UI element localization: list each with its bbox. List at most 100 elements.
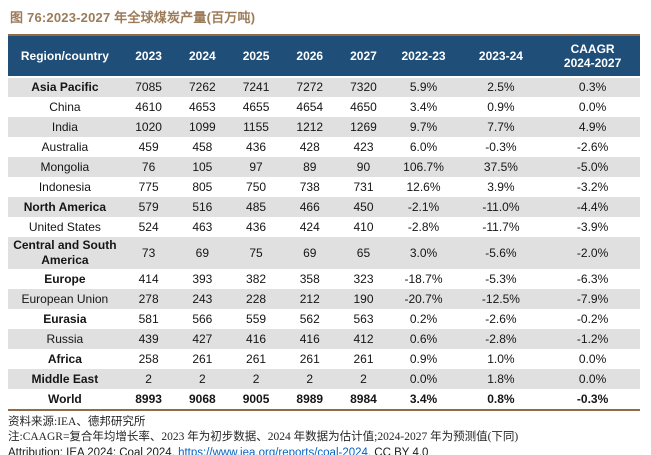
table-row: Central and South America 73 69 75 69 65 3.0% -…	[8, 237, 640, 269]
note-line: 注:CAAGR=复合年均增长率、2023 年为初步数据、2024 年数据为估计值…	[8, 431, 519, 443]
value-cell: 8989	[296, 391, 324, 406]
value-cell: 579	[138, 199, 159, 214]
value-cell: 0.2%	[409, 311, 438, 326]
value-cell: 2.5%	[487, 80, 515, 94]
value-cell: 516	[192, 199, 213, 214]
value-cell: 393	[192, 271, 213, 286]
value-cell: 69	[195, 245, 209, 260]
bottom-rule	[8, 409, 640, 411]
value-cell: 414	[138, 271, 159, 286]
value-cell: 3.4%	[409, 99, 438, 114]
value-cell: 9.7%	[409, 119, 438, 134]
value-cell: 0.8%	[487, 391, 515, 406]
value-cell: 4650	[350, 99, 377, 114]
table-row: Russia 439 427 416 416 412 0.6% -2.8% -1.2%	[8, 329, 640, 349]
value-cell: 459	[138, 139, 159, 154]
value-cell: 581	[138, 311, 159, 326]
value-cell: 69	[303, 245, 317, 260]
value-cell: -12.5%	[481, 291, 520, 306]
value-cell: 1.8%	[487, 371, 515, 386]
col-header-2023: 2023	[121, 36, 176, 78]
region-cell: Asia Pacific	[31, 80, 99, 94]
value-cell: 439	[138, 331, 159, 346]
value-cell: 0.6%	[409, 331, 438, 346]
value-cell: -5.0%	[576, 159, 609, 174]
value-cell: 0.0%	[578, 99, 607, 114]
value-cell: 7320	[350, 80, 377, 94]
region-cell: Central and South America	[13, 238, 117, 267]
value-cell: -2.6%	[485, 311, 517, 326]
value-cell: 559	[246, 311, 267, 326]
value-cell: 4655	[242, 99, 270, 114]
region-cell: World	[47, 391, 82, 406]
value-cell: 90	[356, 159, 371, 174]
value-cell: 7085	[135, 80, 162, 94]
value-cell: 423	[353, 139, 374, 154]
region-cell: European Union	[21, 291, 109, 306]
value-cell: 228	[246, 291, 267, 306]
coal-production-table: Region/country 2023 2024 2025 2026 2027 2022-2…	[8, 36, 640, 409]
value-cell: 323	[353, 271, 374, 286]
value-cell: 2	[306, 371, 314, 386]
value-cell: 427	[192, 331, 213, 346]
attribution-link[interactable]: https://www.iea.org/reports/coal-2024,	[178, 447, 372, 455]
value-cell: 258	[138, 351, 159, 366]
value-cell: 106.7%	[403, 159, 444, 174]
value-cell: 750	[246, 179, 267, 194]
value-cell: 0.9%	[409, 351, 438, 366]
value-cell: 261	[192, 351, 213, 366]
value-cell: 4.9%	[578, 119, 607, 134]
value-cell: 261	[299, 351, 320, 366]
value-cell: 0.0%	[578, 371, 607, 386]
value-cell: -7.9%	[576, 291, 609, 306]
figure-title: 图 76:2023-2027 年全球煤炭产量(百万吨)	[10, 10, 256, 25]
value-cell: 6.0%	[409, 139, 438, 154]
value-cell: 1269	[350, 119, 377, 134]
value-cell: 7.7%	[487, 119, 515, 134]
figure-footer: 资料来源:IEA、德邦研究所 注:CAAGR=复合年均增长率、2023 年为初步…	[8, 411, 640, 455]
value-cell: 243	[192, 291, 213, 306]
value-cell: -4.4%	[576, 199, 609, 214]
table-row: India 1020 1099 1155 1212 1269 9.7% 7.7% 4.9%	[8, 117, 640, 137]
value-cell: 1212	[296, 119, 324, 134]
region-cell: China	[49, 99, 81, 114]
value-cell: 0.3%	[578, 80, 607, 94]
col-header-caagr-2024-2027: CAAGR 2024-2027	[545, 36, 640, 78]
value-cell: 485	[246, 199, 267, 214]
region-cell: Eurasia	[43, 311, 87, 326]
region-cell: Australia	[41, 139, 89, 154]
table-row: Eurasia 581 566 559 562 563 0.2% -2.6% -0.2%	[8, 309, 640, 329]
col-header-2023-24: 2023-24	[456, 36, 546, 78]
value-cell: 65	[356, 245, 371, 260]
top-rule	[8, 34, 640, 36]
value-cell: 436	[246, 219, 267, 234]
value-cell: 463	[192, 219, 213, 234]
value-cell: 563	[353, 311, 374, 326]
table-body: Asia Pacific 7085 7262 7241 7272 7320 5.9% 2.5%…	[8, 77, 640, 409]
value-cell: -0.2%	[576, 311, 609, 326]
region-cell: Russia	[46, 331, 84, 346]
value-cell: 5.9%	[409, 80, 438, 94]
col-header-2027: 2027	[336, 36, 391, 78]
col-header-2024: 2024	[175, 36, 230, 78]
value-cell: 0.0%	[409, 371, 438, 386]
value-cell: -1.2%	[576, 331, 609, 346]
value-cell: 75	[249, 245, 263, 260]
value-cell: 7241	[242, 80, 270, 94]
value-cell: 3.9%	[487, 179, 515, 194]
value-cell: -0.3%	[485, 139, 517, 154]
value-cell: 37.5%	[483, 159, 518, 174]
value-cell: -5.6%	[485, 245, 517, 260]
value-cell: 7272	[296, 80, 324, 94]
table-row: China 4610 4653 4655 4654 4650 3.4% 0.9% 0.0%	[8, 97, 640, 117]
value-cell: 562	[299, 311, 320, 326]
value-cell: 382	[246, 271, 267, 286]
col-header-2026: 2026	[282, 36, 337, 78]
value-cell: 412	[353, 331, 374, 346]
value-cell: 0.0%	[578, 351, 607, 366]
value-cell: 8984	[350, 391, 377, 406]
attribution-prefix: Attribution: IEA 2024; Coal 2024,	[8, 447, 179, 455]
value-cell: 466	[299, 199, 320, 214]
value-cell: 805	[192, 179, 213, 194]
